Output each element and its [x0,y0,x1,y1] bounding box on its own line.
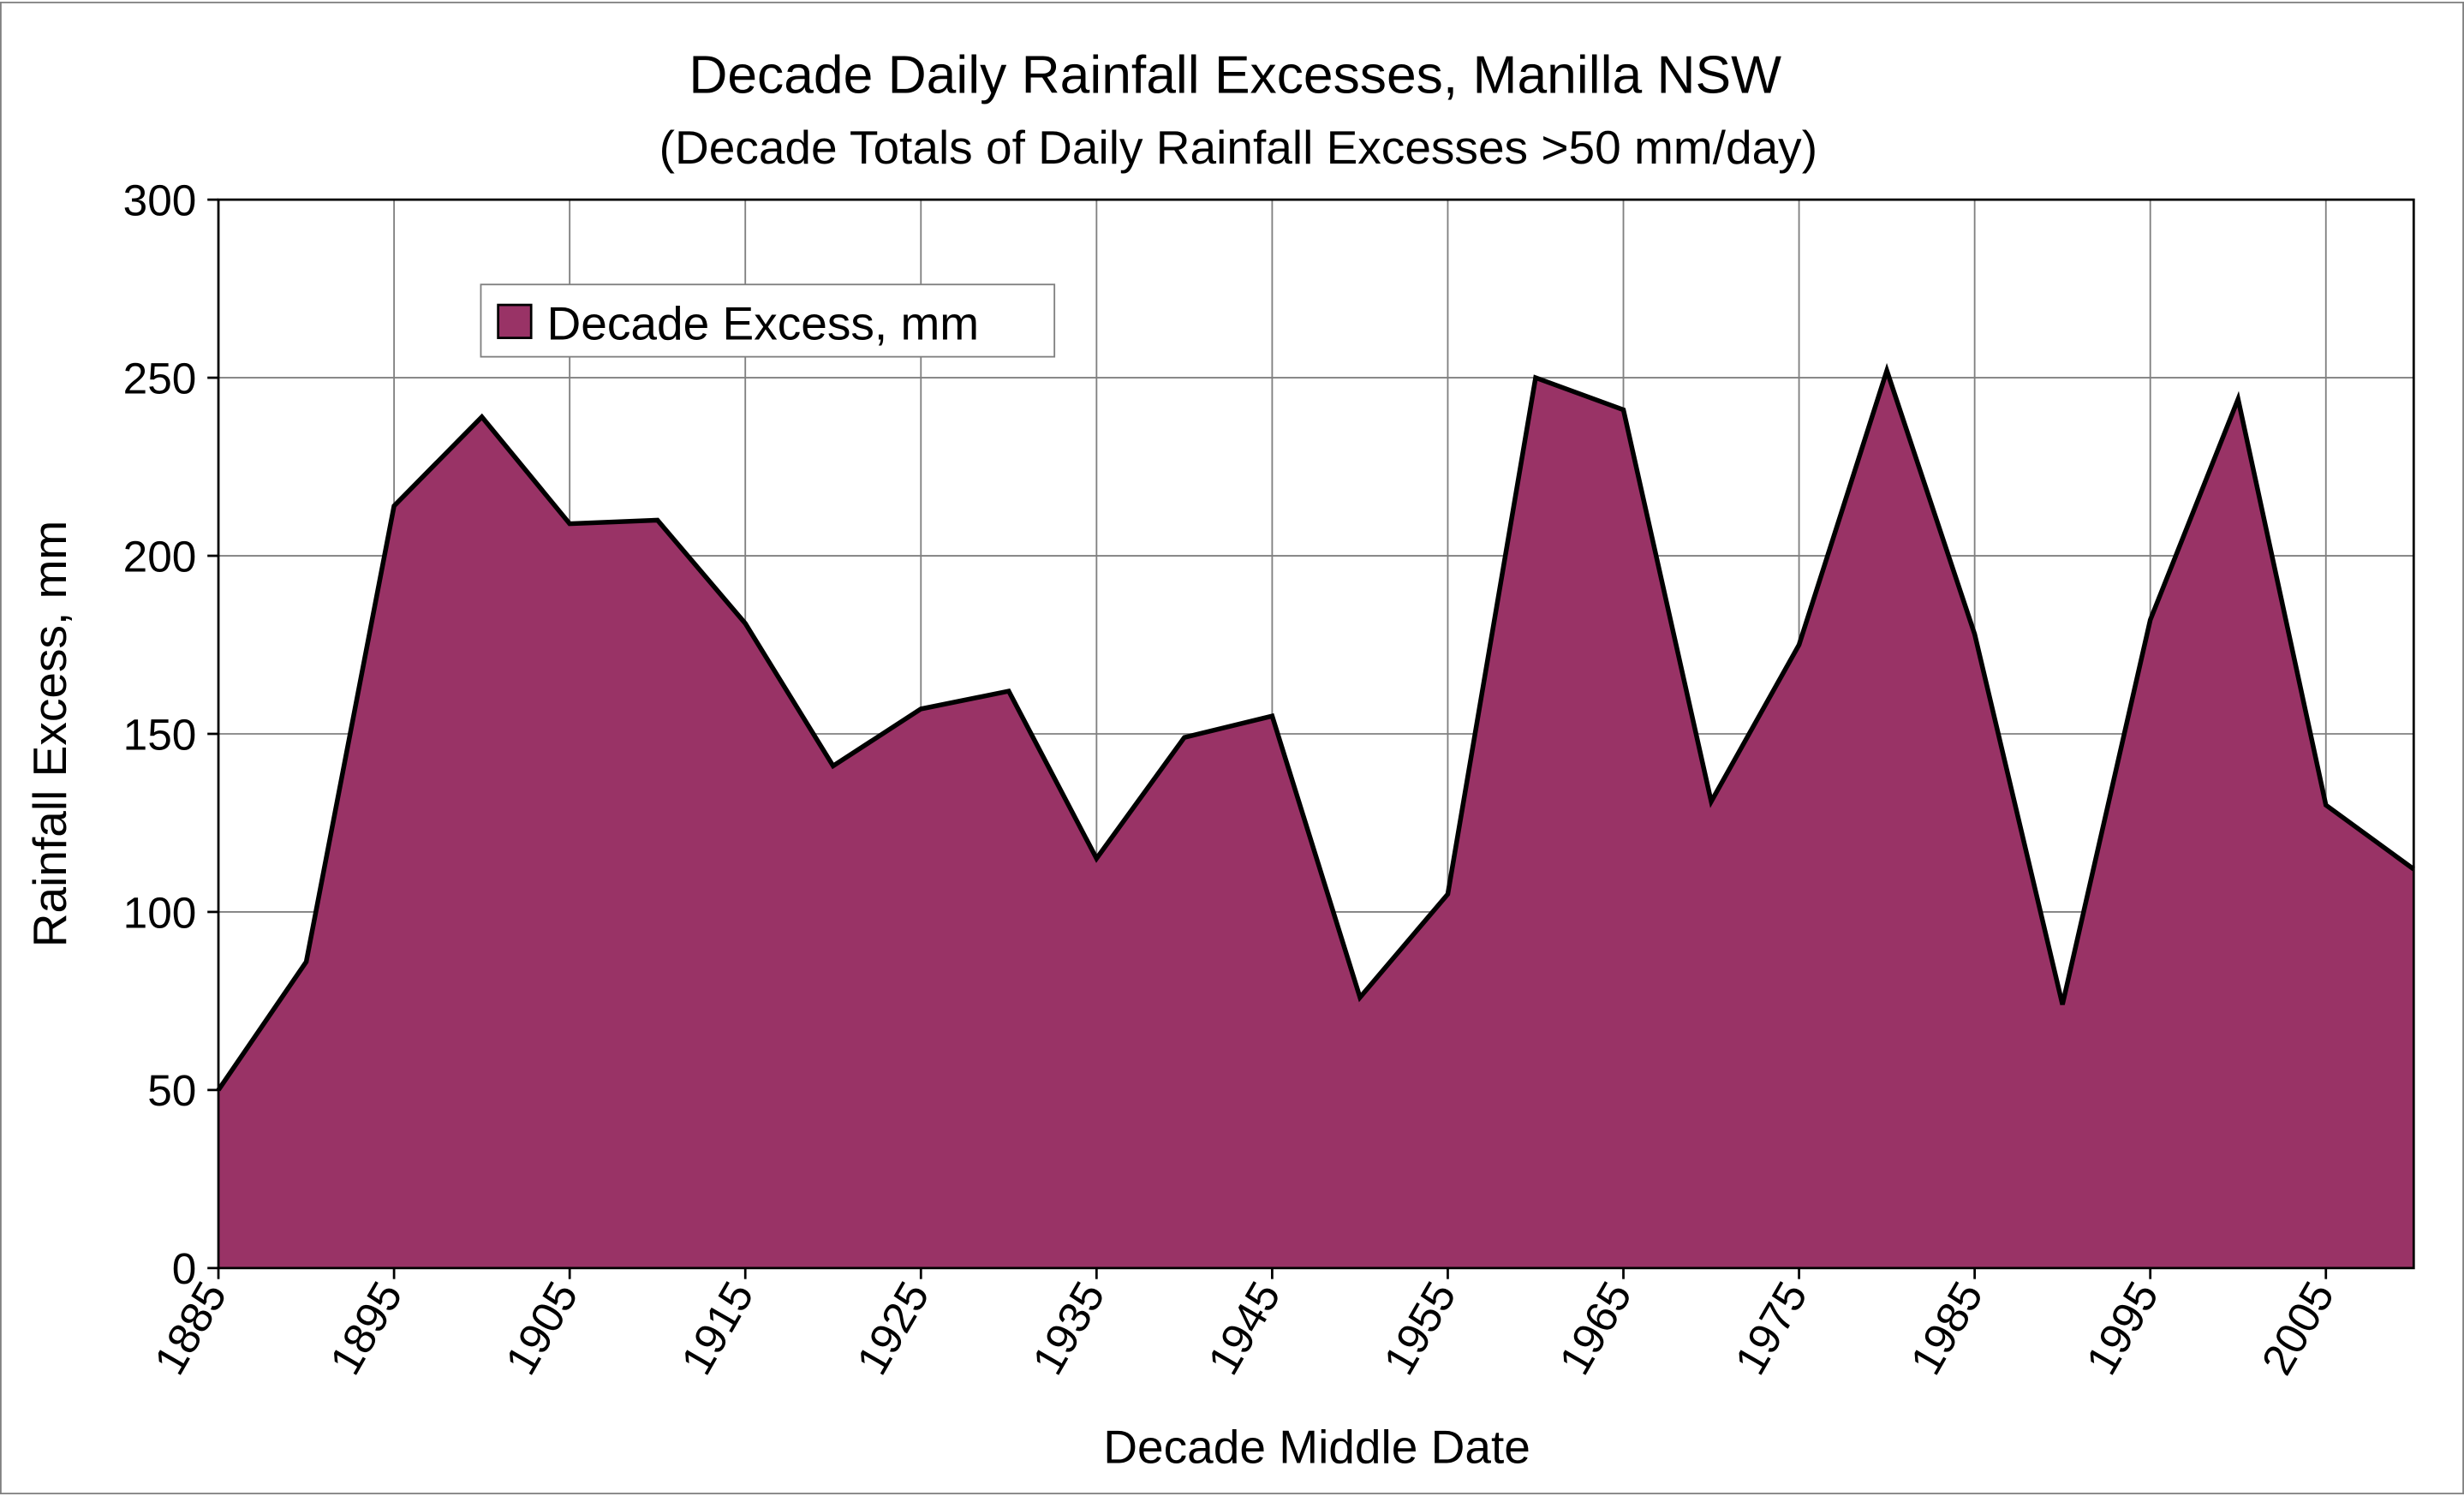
legend-swatch [497,303,533,339]
legend-label: Decade Excess, mm [547,296,980,349]
y-tick-label: 250 [123,353,197,402]
chart-title: Decade Daily Rainfall Excesses, Manilla … [689,45,1781,104]
y-tick-label: 200 [123,531,197,581]
x-axis-label: Decade Middle Date [1103,1420,1530,1473]
y-tick-label: 150 [123,709,197,759]
y-axis: 0 50 100 150 200 250 300 [123,175,219,1293]
y-tick-label: 300 [123,175,197,224]
legend-box [480,283,1056,358]
y-tick-label: 0 [172,1243,197,1293]
y-tick-label: 50 [147,1065,196,1115]
area-fill [218,370,2414,1268]
area-layer [216,362,2415,1268]
area-outline [216,362,2415,1092]
chart-subtitle: (Decade Totals of Daily Rainfall Excesse… [659,121,1817,174]
legend: Decade Excess, mm [480,283,1056,358]
y-tick-label: 100 [123,887,197,937]
y-axis-label: Rainfall Excess, mm [23,521,76,947]
